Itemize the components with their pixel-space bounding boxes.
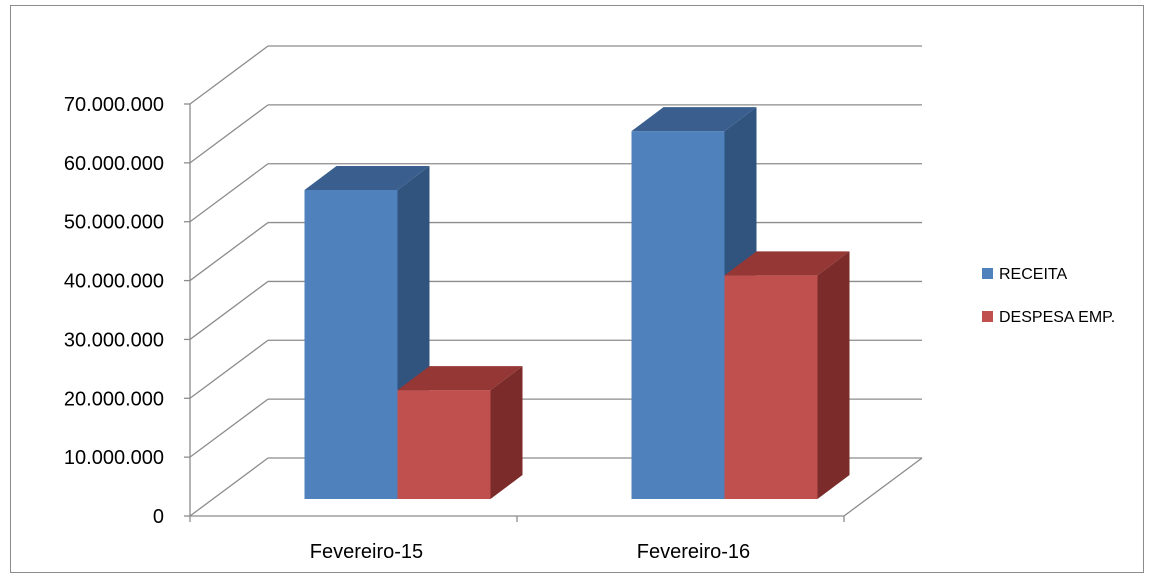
- gridline-side: [189, 222, 269, 282]
- y-tick-label: 60.000.000: [64, 153, 164, 175]
- gridline-side: [189, 280, 269, 340]
- gridline-side: [189, 457, 269, 517]
- y-tick-label: 0: [153, 506, 164, 528]
- legend-label: DESPESA EMP.: [999, 309, 1115, 326]
- legend-swatch: [982, 268, 993, 279]
- legend-label: RECEITA: [999, 266, 1067, 283]
- bars: [304, 107, 850, 500]
- y-tick-label: 70.000.000: [64, 94, 164, 116]
- bar-receita-top: [304, 166, 430, 190]
- bar-despesa-top: [724, 251, 850, 276]
- bar-despesa-front: [724, 275, 818, 499]
- legend-swatch: [982, 311, 993, 322]
- bar-receita-top: [631, 107, 757, 132]
- bar-receita-front: [631, 131, 725, 499]
- x-tick-labels: Fevereiro-15 Fevereiro-16: [310, 541, 750, 563]
- bar-despesa-front: [397, 390, 491, 499]
- legend: RECEITA DESPESA EMP.: [982, 266, 1115, 326]
- floor-right-edge: [843, 457, 923, 517]
- y-tick-label: 10.000.000: [64, 447, 164, 469]
- y-tick-label: 20.000.000: [64, 388, 164, 410]
- gridline-side: [189, 398, 269, 458]
- gridline-side: [189, 339, 269, 399]
- bar-despesa-side: [817, 251, 850, 499]
- x-tick-label: Fevereiro-15: [310, 541, 423, 563]
- axes: [184, 103, 845, 522]
- y-tick-labels: 0 10.000.000 20.000.000 30.000.000 40.000.00…: [64, 94, 164, 528]
- y-tick-label: 50.000.000: [64, 212, 164, 234]
- x-tick-label: Fevereiro-16: [637, 541, 750, 563]
- chart-frame: [10, 5, 1144, 573]
- bar-receita-front: [304, 190, 398, 499]
- y-tick-label: 40.000.000: [64, 271, 164, 293]
- y-tick-label: 30.000.000: [64, 329, 164, 351]
- gridline-side: [189, 163, 269, 223]
- gridline-side: [189, 104, 269, 164]
- bar-despesa-top: [397, 366, 523, 391]
- gridline-side: [189, 45, 269, 105]
- bar-despesa-side: [490, 366, 523, 499]
